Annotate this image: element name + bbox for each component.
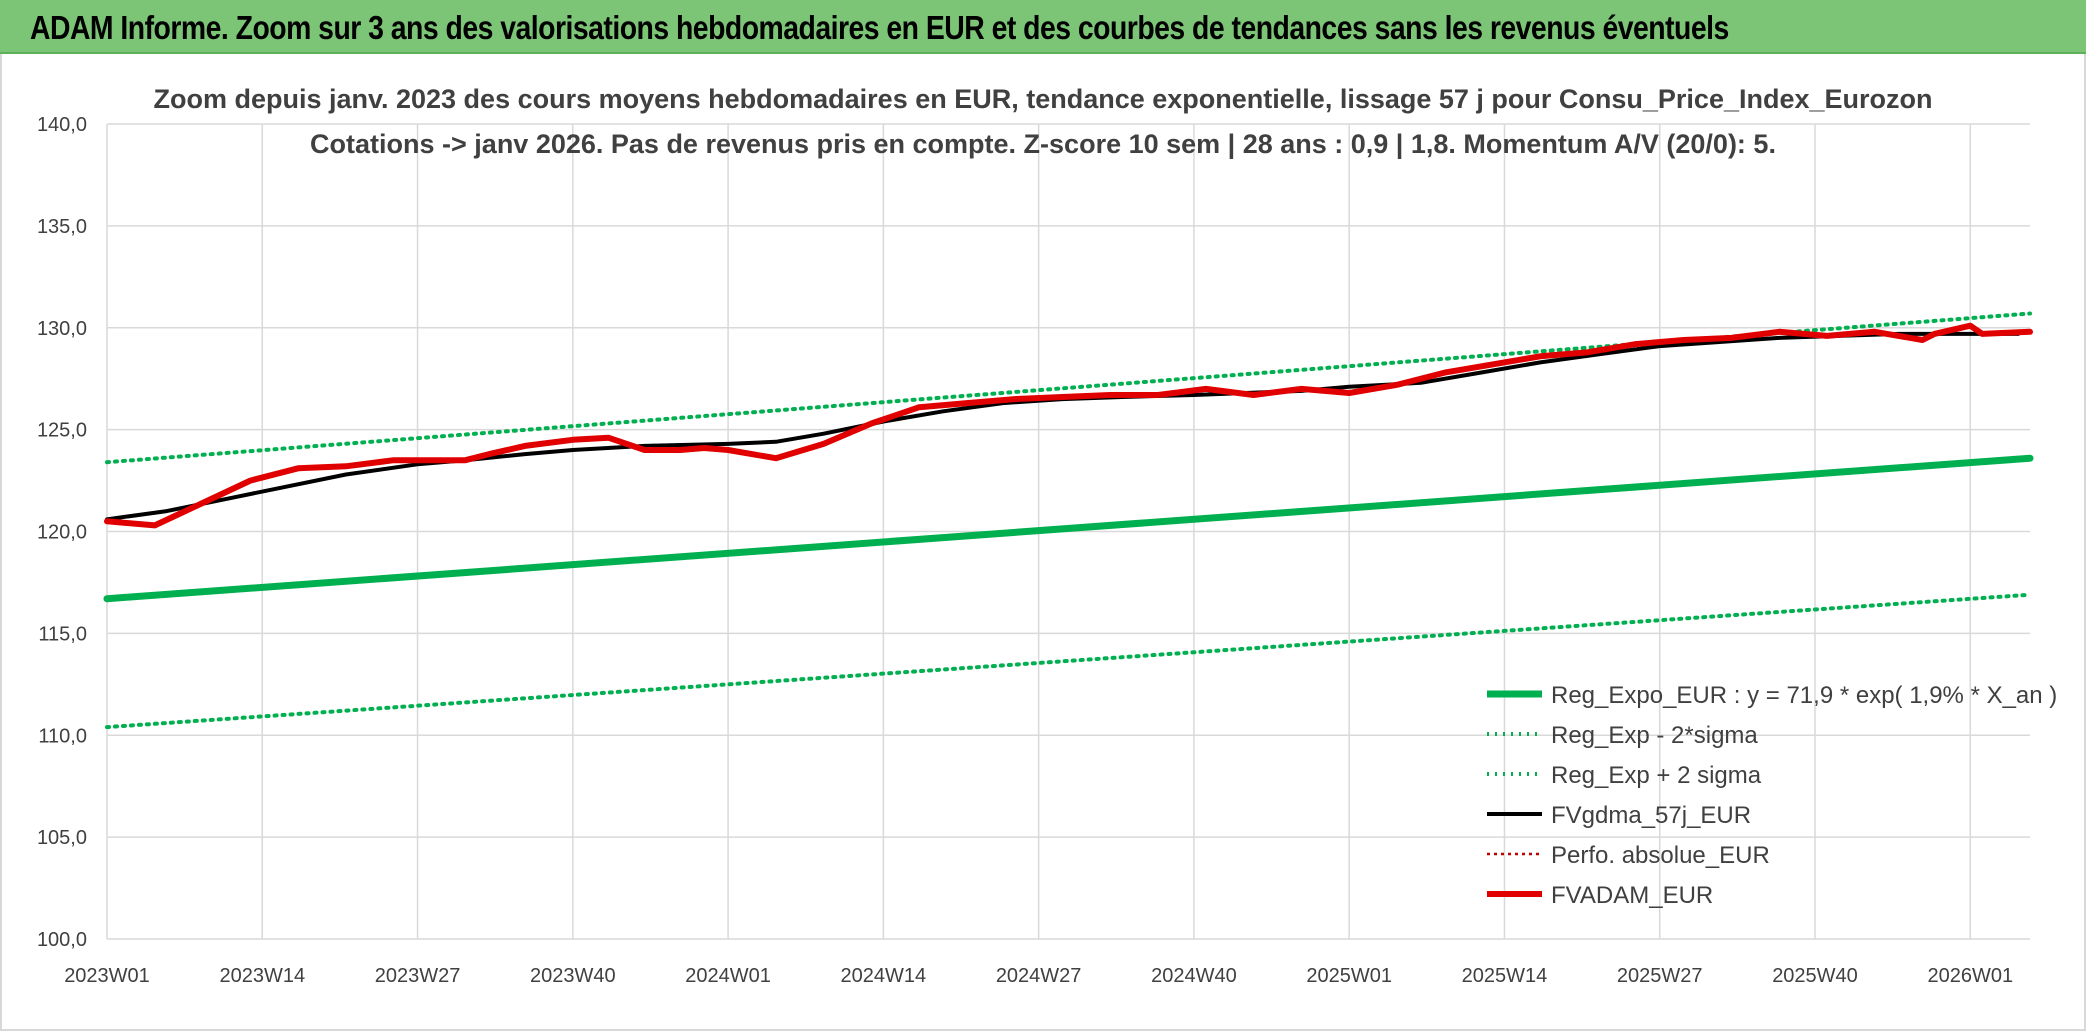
y-tick-label: 140,0 bbox=[37, 114, 87, 136]
x-tick-label: 2023W01 bbox=[64, 965, 150, 987]
series-line-sigma_low bbox=[105, 592, 2032, 730]
y-tick-label: 120,0 bbox=[37, 522, 87, 544]
report-banner: ADAM Informe. Zoom sur 3 ans des valoris… bbox=[0, 0, 2086, 54]
x-tick-label: 2025W01 bbox=[1306, 965, 1392, 987]
x-tick-label: 2023W14 bbox=[219, 965, 305, 987]
legend-label-reg_expo: Reg_Expo_EUR : y = 71,9 * exp( 1,9% * X_… bbox=[1551, 682, 2057, 709]
x-tick-label: 2025W40 bbox=[1772, 965, 1858, 987]
series-lines bbox=[103, 311, 2034, 730]
x-tick-label: 2025W14 bbox=[1462, 965, 1548, 987]
series-line-reg_expo bbox=[103, 454, 2034, 603]
series-line-fvgdma bbox=[105, 331, 2021, 522]
x-tick-label: 2024W14 bbox=[841, 965, 927, 987]
legend-label-fvgdma: FVgdma_57j_EUR bbox=[1551, 802, 1751, 829]
y-tick-label: 100,0 bbox=[37, 929, 87, 951]
x-tick-label: 2025W27 bbox=[1617, 965, 1703, 987]
report-title: ADAM Informe. Zoom sur 3 ans des valoris… bbox=[30, 9, 1729, 46]
x-axis: 2023W01 2023W14 2023W27 2023W40 2024W01 2024W… bbox=[64, 965, 2013, 987]
y-tick-label: 110,0 bbox=[38, 725, 87, 747]
y-tick-label: 115,0 bbox=[38, 623, 87, 645]
series-line-fvadam bbox=[104, 322, 2033, 529]
legend: Reg_Expo_EUR : y = 71,9 * exp( 1,9% * X_… bbox=[1487, 682, 2057, 909]
chart-title-line1: Zoom depuis janv. 2023 des cours moyens … bbox=[153, 84, 1932, 114]
x-tick-label: 2023W27 bbox=[375, 965, 461, 987]
y-axis: 100,0 105,0 110,0 115,0 120,0 125,0 130,0 135,0… bbox=[37, 114, 87, 951]
y-tick-label: 105,0 bbox=[37, 827, 87, 849]
y-tick-label: 135,0 bbox=[37, 216, 87, 238]
x-tick-label: 2024W01 bbox=[685, 965, 771, 987]
legend-label-sigma_high: Reg_Exp + 2 sigma bbox=[1551, 762, 1762, 789]
chart-frame bbox=[0, 54, 2086, 1031]
y-tick-label: 130,0 bbox=[37, 318, 87, 340]
y-tick-label: 125,0 bbox=[37, 420, 87, 442]
x-tick-label: 2023W40 bbox=[530, 965, 616, 987]
legend-label-perfo: Perfo. absolue_EUR bbox=[1551, 842, 1770, 869]
legend-label-sigma_low: Reg_Exp - 2*sigma bbox=[1551, 722, 1758, 749]
x-tick-label: 2024W27 bbox=[996, 965, 1082, 987]
x-tick-label: 2024W40 bbox=[1151, 965, 1237, 987]
x-tick-label: 2026W01 bbox=[1927, 965, 2013, 987]
legend-label-fvadam: FVADAM_EUR bbox=[1551, 882, 1713, 909]
chart-title-line2: Cotations -> janv 2026. Pas de revenus p… bbox=[310, 129, 1776, 159]
